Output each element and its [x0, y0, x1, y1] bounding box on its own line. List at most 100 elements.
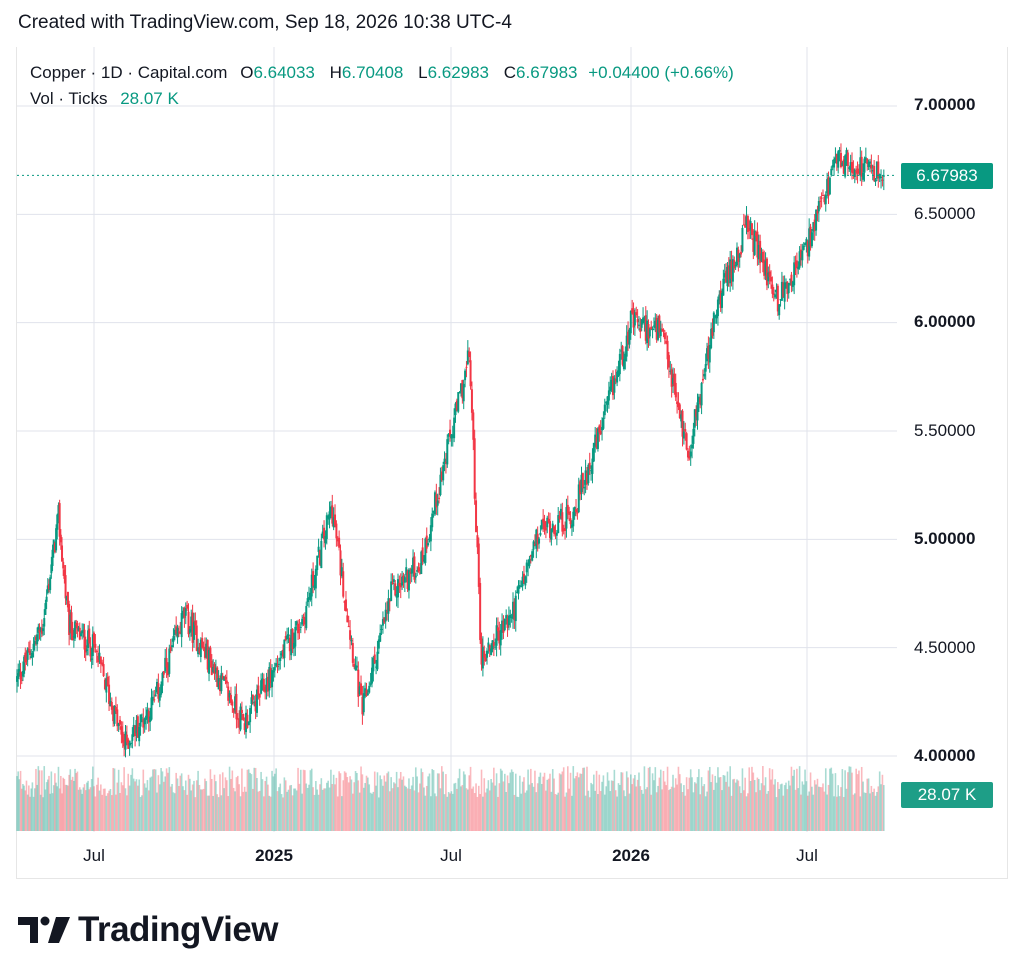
- volume-bar: [528, 784, 531, 831]
- candle-body: [722, 278, 725, 296]
- volume-bar: [395, 771, 398, 831]
- volume-bar: [362, 787, 365, 831]
- candle-body: [43, 618, 46, 627]
- volume-bar: [808, 791, 810, 831]
- volume-bar: [204, 778, 206, 831]
- candle-body: [223, 676, 226, 681]
- candle-body: [462, 383, 465, 402]
- volume-bar: [299, 769, 302, 831]
- candle-body: [856, 168, 859, 174]
- volume-bar: [324, 788, 327, 831]
- y-tick-7: 7.00000: [914, 95, 976, 114]
- candle-body: [726, 266, 729, 287]
- candle-body: [420, 551, 423, 575]
- candle-body: [318, 550, 321, 565]
- candle-body: [691, 444, 694, 449]
- candle-body: [730, 261, 733, 279]
- volume-bar: [689, 769, 692, 831]
- candle-body: [830, 168, 833, 176]
- volume-bar: [293, 788, 295, 831]
- volume-bar: [176, 778, 179, 831]
- volume-bar: [198, 784, 201, 831]
- candle-body: [436, 500, 439, 506]
- volume-bar: [602, 775, 605, 831]
- candle-body: [221, 676, 224, 679]
- candle-body: [49, 577, 52, 591]
- volume-bar: [29, 796, 31, 831]
- volume-bar: [243, 786, 246, 831]
- candle-body: [616, 371, 619, 383]
- candle-body: [275, 663, 278, 667]
- volume-bar: [636, 779, 639, 831]
- candle-body: [580, 474, 583, 493]
- volume-bar: [234, 791, 236, 831]
- candle-body: [845, 150, 848, 159]
- candle-body: [848, 167, 851, 169]
- candle-body: [375, 666, 378, 668]
- volume-bar: [94, 796, 97, 831]
- candle-body: [549, 521, 551, 538]
- candle-body: [19, 671, 22, 680]
- volume-bar: [267, 784, 269, 831]
- candle-body: [209, 647, 212, 661]
- candle-body: [102, 664, 105, 677]
- volume-bar: [193, 780, 195, 831]
- candle-body: [640, 319, 643, 328]
- volume-bar: [371, 793, 373, 831]
- volume-bar: [717, 767, 719, 831]
- candle-body: [562, 528, 565, 532]
- candle-body: [136, 716, 139, 738]
- candle-body: [680, 414, 683, 422]
- volume-bar: [834, 773, 837, 831]
- candle-body: [784, 283, 787, 286]
- volume-bar: [33, 788, 36, 831]
- volume-bar: [575, 776, 577, 831]
- candle-body: [596, 428, 599, 449]
- candle-body: [45, 596, 48, 602]
- candle-body: [841, 162, 844, 166]
- volume-bar: [603, 794, 606, 831]
- candle-body: [64, 575, 67, 599]
- volume-bar: [298, 783, 301, 831]
- volume-label[interactable]: Vol · Ticks: [30, 89, 108, 108]
- candle-body: [246, 714, 249, 728]
- volume-bar: [654, 767, 657, 831]
- tradingview-logo[interactable]: TradingView: [18, 908, 279, 952]
- volume-bar: [246, 769, 249, 831]
- volume-bar: [647, 767, 650, 831]
- candle-body: [250, 697, 253, 705]
- volume-bar: [811, 786, 813, 831]
- candle-body: [236, 717, 239, 720]
- volume-bar: [480, 769, 483, 831]
- volume-bar: [258, 790, 261, 831]
- volume-bar: [265, 776, 268, 831]
- volume-bar: [844, 770, 846, 831]
- candle-body: [442, 465, 445, 481]
- volume-bar: [477, 785, 480, 831]
- candle-body: [312, 571, 315, 586]
- volume-bar: [397, 787, 399, 831]
- candle-body: [535, 529, 538, 549]
- candle-body: [71, 629, 74, 641]
- candle-body: [357, 669, 360, 697]
- volume-bar: [205, 781, 208, 831]
- candle-body: [262, 678, 265, 691]
- candle-body: [738, 253, 741, 258]
- volume-bar: [577, 777, 580, 831]
- candle-body: [195, 625, 198, 651]
- volume-bar: [220, 795, 223, 831]
- candle-body: [291, 628, 294, 650]
- volume-bar: [698, 769, 700, 831]
- candle-body: [763, 259, 766, 276]
- candle-body: [812, 222, 815, 232]
- candle-body: [214, 667, 217, 673]
- symbol-label[interactable]: Copper · 1D · Capital.com: [30, 63, 228, 82]
- volume-bar: [372, 791, 375, 831]
- volume-bar: [876, 791, 878, 831]
- candle-body: [228, 693, 231, 698]
- candle-body: [575, 509, 578, 513]
- candle-body: [613, 378, 616, 393]
- volume-bar: [831, 773, 834, 831]
- candle-body: [435, 494, 438, 508]
